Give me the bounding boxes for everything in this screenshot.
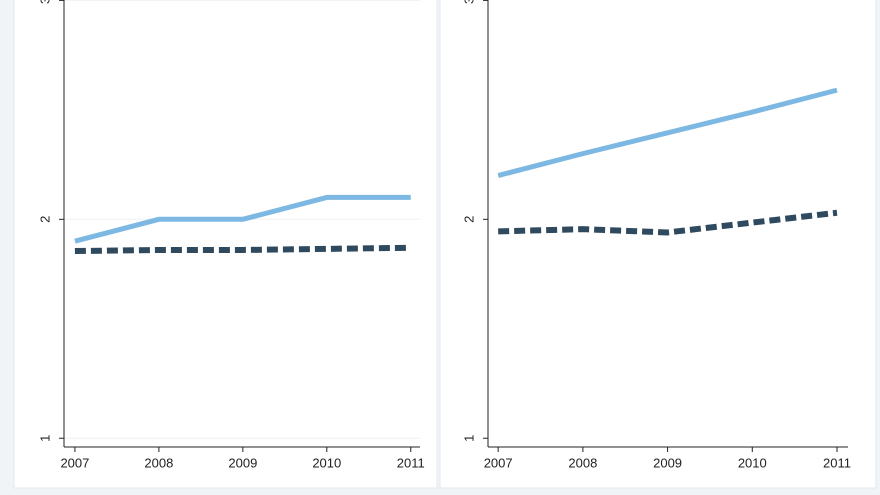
x-tick-label: 2008 xyxy=(568,455,597,470)
y-tick-label: 3 xyxy=(37,0,52,4)
x-tick-label: 2011 xyxy=(823,455,851,470)
x-tick-label: 2008 xyxy=(144,455,173,470)
line xyxy=(497,87,838,178)
x-tick-label: 2007 xyxy=(60,455,89,470)
line xyxy=(498,209,838,236)
line xyxy=(74,194,411,244)
y-tick-label: 2 xyxy=(37,216,52,223)
line xyxy=(74,244,411,255)
y-tick-label: 1 xyxy=(461,435,476,442)
panel xyxy=(439,0,877,489)
panel xyxy=(13,0,438,489)
y-tick-label: 3 xyxy=(461,0,476,4)
x-tick-label: 2011 xyxy=(397,455,425,470)
x-tick-label: 2010 xyxy=(738,455,767,470)
y-tick-label: 2 xyxy=(461,216,476,223)
x-tick-label: 2009 xyxy=(228,455,257,470)
x-tick-label: 2009 xyxy=(653,455,682,470)
y-tick-label: 1 xyxy=(37,435,52,442)
x-tick-label: 2007 xyxy=(484,455,513,470)
x-tick-label: 2010 xyxy=(312,455,341,470)
